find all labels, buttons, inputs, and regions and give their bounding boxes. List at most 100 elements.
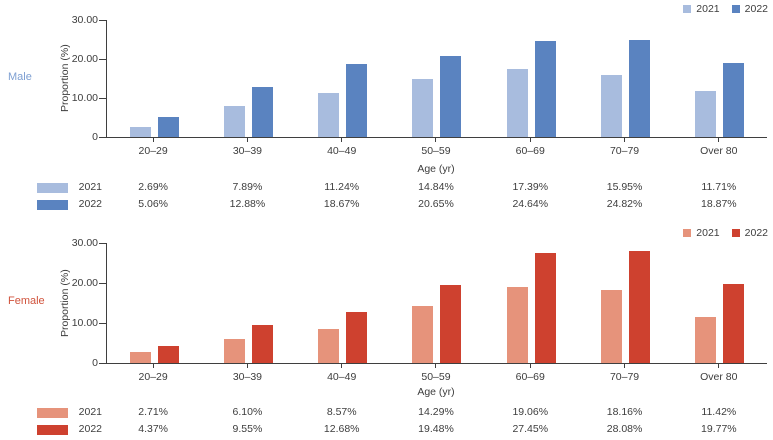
x-category-label: 60–69 xyxy=(515,371,545,383)
y-tick-mark xyxy=(99,362,106,364)
bar-2022 xyxy=(251,86,273,137)
legend-swatch-icon xyxy=(683,229,692,237)
table-value-cell: 28.08% xyxy=(606,423,643,435)
bar-2022 xyxy=(534,40,556,137)
bar-2022 xyxy=(251,324,273,363)
table-series-swatch xyxy=(37,408,68,418)
bar-group-60–69 xyxy=(484,243,578,363)
bar-2022 xyxy=(629,40,651,137)
bar-2021 xyxy=(601,290,623,363)
x-category-label: Over 80 xyxy=(700,145,738,157)
female-chart-section: 2021 2022 Female Proportion (%) 30.00 20.0… xyxy=(0,220,773,440)
x-tick-mark xyxy=(529,138,531,142)
bar-2021 xyxy=(223,338,245,363)
table-value-cell: 11.42% xyxy=(701,406,737,418)
x-category-cell: 50–59 xyxy=(389,364,483,383)
bar-2022 xyxy=(629,250,651,363)
table-value-cell: 19.06% xyxy=(512,406,549,418)
table-value-cell: 4.37% xyxy=(138,423,169,435)
y-tick-label: 20.00 xyxy=(71,53,98,65)
table-values-row: 4.37% 9.55% 12.68% 19.48% 27.45% 28.08% 19.77% xyxy=(106,423,766,435)
bar-group-70–79 xyxy=(578,20,672,137)
x-tick-mark xyxy=(246,364,248,368)
table-row-2021: 2021 2.69% 7.89% 11.24% 14.84% 17.39% 15.95% 11… xyxy=(0,181,773,195)
bar-group-50–59 xyxy=(390,243,484,363)
table-value-cell: 15.95% xyxy=(606,181,643,193)
y-tick-mark xyxy=(99,282,106,284)
table-value-cell: 2.69% xyxy=(138,181,169,193)
bar-2021 xyxy=(223,106,245,137)
y-tick-label: 10.00 xyxy=(71,317,98,329)
x-category-cell: 20–29 xyxy=(106,138,200,157)
x-category-label: 30–39 xyxy=(232,371,263,383)
bar-group-20–29 xyxy=(107,243,201,363)
bar-2022 xyxy=(440,56,462,137)
y-tick-mark xyxy=(99,242,106,244)
bar-2022 xyxy=(440,285,462,363)
legend: 2021 2022 xyxy=(683,227,768,239)
y-tick-mark xyxy=(99,97,106,99)
bar-2021 xyxy=(129,352,151,363)
x-category-cell: Over 80 xyxy=(672,138,766,157)
bar-2021 xyxy=(506,286,528,363)
y-axis-title: Proportion (%) xyxy=(59,269,71,337)
table-series-year: 2021 xyxy=(78,181,102,193)
bar-group-60–69 xyxy=(484,20,578,137)
table-series-year: 2021 xyxy=(78,406,102,418)
x-category-label: 50–59 xyxy=(421,145,451,157)
x-category-cell: 40–49 xyxy=(295,364,389,383)
x-category-cell: 70–79 xyxy=(577,138,671,157)
legend-item-2021: 2021 xyxy=(683,227,720,239)
x-tick-mark xyxy=(624,138,626,142)
bar-2022 xyxy=(723,63,745,137)
x-category-cell: 40–49 xyxy=(295,138,389,157)
bar-2021 xyxy=(318,328,340,363)
table-value-cell: 27.45% xyxy=(512,423,549,435)
bar-2021 xyxy=(129,126,151,137)
x-category-label: 50–59 xyxy=(421,371,451,383)
table-value-cell: 17.39% xyxy=(512,181,549,193)
x-category-label: 40–49 xyxy=(327,145,357,157)
legend-label: 2022 xyxy=(744,227,768,239)
legend-item-2022: 2022 xyxy=(731,227,768,239)
x-category-label: 70–79 xyxy=(609,371,640,383)
x-category-cell: Over 80 xyxy=(672,364,766,383)
y-tick-label: 10.00 xyxy=(71,92,98,104)
bar-2021 xyxy=(318,93,340,137)
table-series-year: 2022 xyxy=(78,198,102,210)
y-tick-mark xyxy=(99,19,106,21)
table-value-cell: 6.10% xyxy=(232,406,263,418)
legend: 2021 2022 xyxy=(683,3,768,15)
bar-2022 xyxy=(157,117,179,137)
y-tick-label: 0 xyxy=(92,131,98,143)
table-series-year: 2022 xyxy=(78,423,102,435)
y-tick-label: 30.00 xyxy=(71,237,98,249)
x-tick-mark xyxy=(718,138,720,142)
y-tick-label: 30.00 xyxy=(71,14,98,26)
table-value-cell: 24.82% xyxy=(606,198,643,210)
chart-side-label: Male xyxy=(8,70,32,83)
x-category-cell: 60–69 xyxy=(483,138,577,157)
legend-label: 2021 xyxy=(696,3,720,15)
x-tick-mark xyxy=(529,364,531,368)
x-category-label: 20–29 xyxy=(138,145,168,157)
table-value-cell: 24.64% xyxy=(512,198,549,210)
table-value-cell: 2.71% xyxy=(138,406,169,418)
table-values-row: 5.06% 12.88% 18.67% 20.65% 24.64% 24.82% 18.87… xyxy=(106,198,766,210)
y-tick-mark xyxy=(99,58,106,60)
plot-area xyxy=(106,243,767,364)
x-tick-mark xyxy=(152,364,154,368)
bar-2022 xyxy=(157,345,179,363)
legend-label: 2021 xyxy=(696,227,720,239)
table-value-cell: 12.88% xyxy=(229,198,266,210)
table-value-cell: 19.77% xyxy=(701,423,737,435)
bar-group-40–49 xyxy=(296,243,390,363)
y-tick-mark xyxy=(99,322,106,324)
x-axis-title: Age (yr) xyxy=(417,386,455,398)
x-tick-mark xyxy=(341,364,343,368)
x-axis-title: Age (yr) xyxy=(417,163,455,175)
table-values-row: 2.71% 6.10% 8.57% 14.29% 19.06% 18.16% 11.42% xyxy=(106,406,766,418)
x-category-cell: 70–79 xyxy=(577,364,671,383)
table-value-cell: 9.55% xyxy=(232,423,263,435)
legend-swatch-icon xyxy=(731,229,740,237)
